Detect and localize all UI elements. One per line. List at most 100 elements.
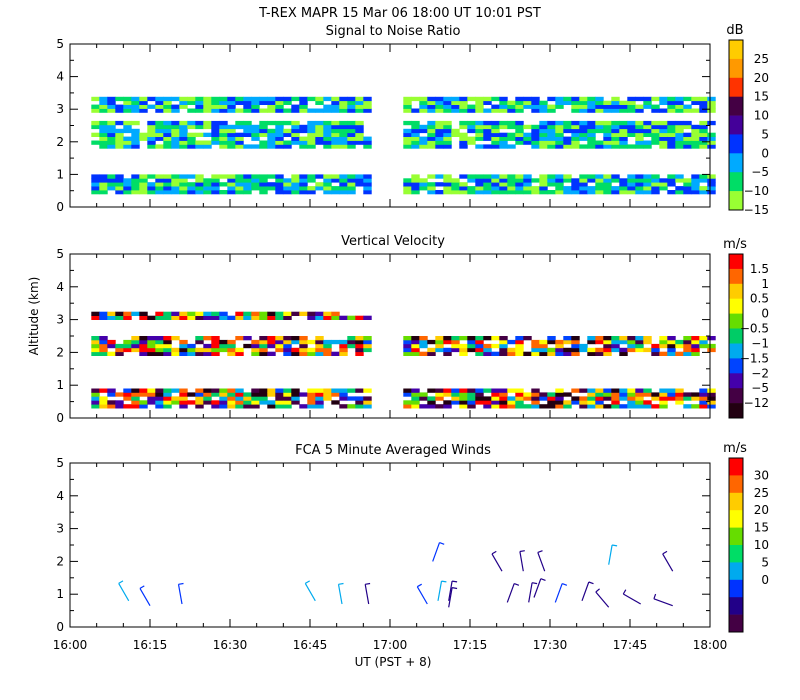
heatmap-cell <box>115 96 124 102</box>
heatmap-cell <box>339 343 348 349</box>
heatmap-cell <box>187 400 196 405</box>
colorbar-swatch <box>729 134 743 154</box>
heatmap-cell <box>123 347 132 353</box>
heatmap-cell <box>91 174 100 179</box>
heatmap-cell <box>595 400 604 405</box>
heatmap-cell <box>611 343 620 349</box>
y-tick-label: 3 <box>56 522 64 536</box>
heatmap-cell <box>587 347 596 353</box>
heatmap-cell <box>443 104 452 109</box>
y-tick-label: 1 <box>56 378 64 392</box>
heatmap-cell <box>211 120 220 126</box>
heatmap-cell <box>179 392 188 397</box>
heatmap-cell <box>139 392 148 397</box>
heatmap-cell <box>587 388 596 393</box>
heatmap-cell <box>211 347 220 353</box>
heatmap-cell <box>523 132 532 137</box>
heatmap-cell <box>179 347 188 353</box>
heatmap-cell <box>307 128 316 134</box>
colorbar-swatch <box>729 403 743 419</box>
heatmap-cell <box>267 388 276 393</box>
y-tick-label: 4 <box>56 70 64 84</box>
heatmap-cell <box>699 100 708 105</box>
heatmap-cell <box>571 178 580 183</box>
heatmap-cell <box>203 347 212 353</box>
heatmap-cell <box>507 132 516 137</box>
colorbar-swatch <box>729 58 743 79</box>
heatmap-cell <box>403 132 412 137</box>
heatmap-cell <box>115 104 124 109</box>
heatmap-cell <box>235 396 244 401</box>
heatmap-cell <box>171 336 180 341</box>
heatmap-cell <box>275 96 284 102</box>
heatmap-cell <box>539 108 548 113</box>
heatmap-cell <box>619 339 628 345</box>
heatmap-cell <box>283 404 292 409</box>
heatmap-cell <box>123 404 132 409</box>
heatmap-cell <box>651 108 660 113</box>
heatmap-cell <box>547 182 556 187</box>
heatmap-cell <box>211 311 220 316</box>
heatmap-cell <box>107 400 116 405</box>
heatmap-cell <box>323 392 332 397</box>
heatmap-cell <box>563 174 572 179</box>
heatmap-cell <box>139 404 148 409</box>
heatmap-cell <box>507 351 516 356</box>
heatmap-cell <box>147 388 156 393</box>
heatmap-cell <box>611 136 620 141</box>
heatmap-cell <box>635 182 644 187</box>
heatmap-cell <box>531 124 540 130</box>
heatmap-cell <box>91 336 100 341</box>
heatmap-cell <box>467 400 476 405</box>
heatmap-cell <box>107 174 116 179</box>
heatmap-cell <box>435 343 444 349</box>
heatmap-cell <box>227 140 236 145</box>
heatmap-cell <box>539 124 548 130</box>
heatmap-cell <box>499 108 508 113</box>
heatmap-cell <box>611 336 620 341</box>
heatmap-cell <box>667 347 676 353</box>
heatmap-cell <box>483 400 492 405</box>
colorbar-swatch <box>729 254 743 270</box>
heatmap-cell <box>339 104 348 109</box>
heatmap-cell <box>483 120 492 126</box>
heatmap-cell <box>235 347 244 353</box>
heatmap-cell <box>219 190 228 195</box>
heatmap-cell <box>539 140 548 145</box>
heatmap-cell <box>699 404 708 409</box>
wind-barb <box>537 552 546 572</box>
heatmap-cell <box>203 178 212 183</box>
wind-barb <box>528 582 533 603</box>
heatmap-cell <box>91 104 100 109</box>
heatmap-cell <box>147 190 156 195</box>
heatmap-cell <box>131 104 140 109</box>
heatmap-cell <box>427 347 436 353</box>
heatmap-cell <box>643 336 652 341</box>
heatmap-cell <box>411 140 420 145</box>
heatmap-cell <box>147 343 156 349</box>
heatmap-cell <box>611 174 620 179</box>
heatmap-cell <box>515 400 524 405</box>
heatmap-cell <box>651 140 660 145</box>
heatmap-cell <box>123 96 132 102</box>
heatmap-cell <box>275 315 284 320</box>
heatmap-cell <box>539 339 548 345</box>
wind-barb <box>416 586 428 605</box>
heatmap-cell <box>635 392 644 397</box>
heatmap-cell <box>683 396 692 401</box>
y-tick-label: 5 <box>56 456 64 470</box>
heatmap-cell <box>339 174 348 179</box>
heatmap-cell <box>275 190 284 195</box>
heatmap-cell <box>355 100 364 105</box>
heatmap-cell <box>347 190 356 195</box>
heatmap-cell <box>443 120 452 126</box>
heatmap-cell <box>91 339 100 345</box>
heatmap-cell <box>267 400 276 405</box>
heatmap-cell <box>211 178 220 183</box>
heatmap-cell <box>171 400 180 405</box>
heatmap-cell <box>251 347 260 353</box>
y-tick-label: 2 <box>56 345 64 359</box>
heatmap-cell <box>587 144 596 149</box>
heatmap-cell <box>419 186 428 191</box>
heatmap-cell <box>195 96 204 102</box>
